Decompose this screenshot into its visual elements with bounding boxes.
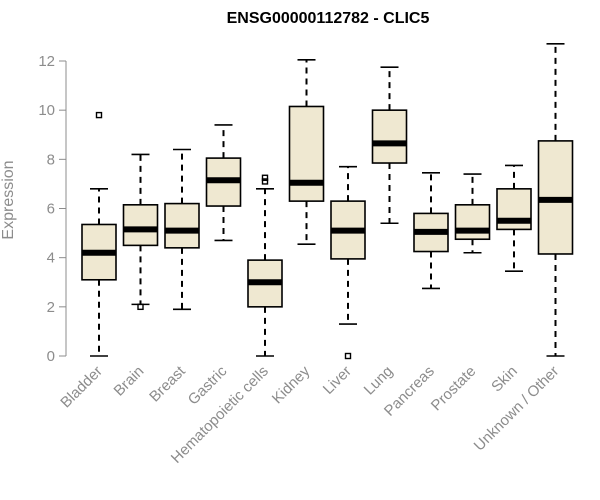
box-brain <box>122 153 159 311</box>
y-tick-label: 8 <box>47 151 55 168</box>
outlier-point <box>261 178 269 185</box>
iqr-box <box>288 105 325 202</box>
box-unknown-other <box>537 42 574 357</box>
x-tick-label: Prostate <box>428 363 480 415</box>
box-bladder <box>81 111 117 357</box>
y-tick-label: 2 <box>47 299 55 316</box>
x-tick-label: Brain <box>111 363 148 400</box>
iqr-box <box>371 109 408 164</box>
box-prostate <box>454 173 491 254</box>
y-tick-label: 10 <box>38 102 55 119</box>
x-tick-label: Kidney <box>269 362 314 407</box>
box-kidney <box>288 58 325 245</box>
iqr-box <box>122 204 159 247</box>
outlier-point <box>344 352 352 360</box>
box-lung <box>371 66 408 225</box>
box-pancreas <box>413 172 449 290</box>
x-tick-label: Liver <box>320 363 355 398</box>
x-tick-label: Breast <box>146 362 189 405</box>
y-tick-label: 12 <box>38 53 55 70</box>
outlier-point <box>137 303 144 311</box>
y-tick-label: 6 <box>47 201 55 218</box>
y-axis-label: Expression <box>0 160 17 239</box>
x-tick-label: Bladder <box>57 363 106 412</box>
box-breast <box>164 148 200 311</box>
iqr-box <box>454 204 491 241</box>
boxes <box>81 42 574 360</box>
chart-title: ENSG00000112782 - CLIC5 <box>227 10 430 27</box>
outlier-point <box>95 111 103 119</box>
outlier-point <box>261 174 269 181</box>
x-tick-label: Lung <box>361 363 397 399</box>
box-hematopoietic-cells <box>247 174 283 357</box>
box-skin <box>496 164 532 272</box>
y-tick-label: 4 <box>47 250 55 267</box>
x-tick-label: Skin <box>488 363 521 396</box>
y-axis: 0 2 4 6 8 10 12 <box>38 53 67 365</box>
box-gastric <box>205 124 242 242</box>
box-liver <box>330 165 366 360</box>
y-tick-label: 0 <box>47 348 55 365</box>
iqr-box <box>164 202 200 249</box>
